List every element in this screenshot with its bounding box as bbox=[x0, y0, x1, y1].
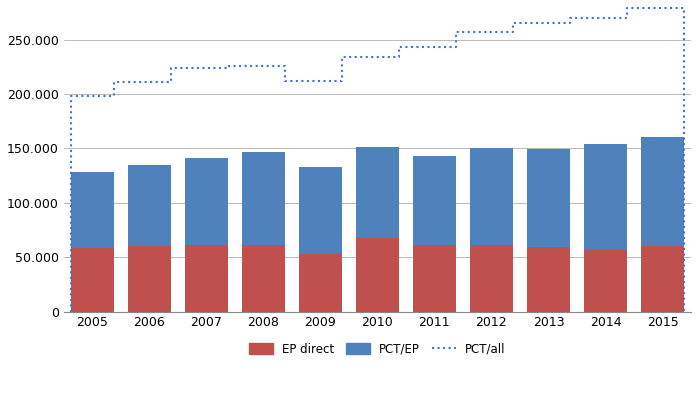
Bar bbox=[470, 148, 513, 245]
Bar bbox=[641, 246, 684, 312]
Bar bbox=[527, 150, 570, 247]
Bar bbox=[185, 245, 228, 312]
Bar bbox=[242, 152, 285, 245]
Bar bbox=[185, 158, 228, 245]
Bar bbox=[527, 247, 570, 312]
Bar bbox=[70, 172, 114, 248]
Bar bbox=[413, 245, 456, 312]
Bar bbox=[356, 147, 399, 238]
Bar bbox=[356, 238, 399, 312]
Bar bbox=[584, 250, 627, 312]
Bar bbox=[242, 245, 285, 312]
Bar bbox=[299, 254, 342, 312]
Bar bbox=[128, 246, 170, 312]
Bar bbox=[70, 248, 114, 312]
Bar bbox=[299, 167, 342, 254]
Legend: EP direct, PCT/EP, PCT/all: EP direct, PCT/EP, PCT/all bbox=[244, 338, 510, 360]
Bar bbox=[641, 138, 684, 246]
Bar bbox=[413, 156, 456, 245]
Bar bbox=[584, 144, 627, 250]
Bar bbox=[470, 245, 513, 312]
Bar bbox=[128, 165, 170, 246]
